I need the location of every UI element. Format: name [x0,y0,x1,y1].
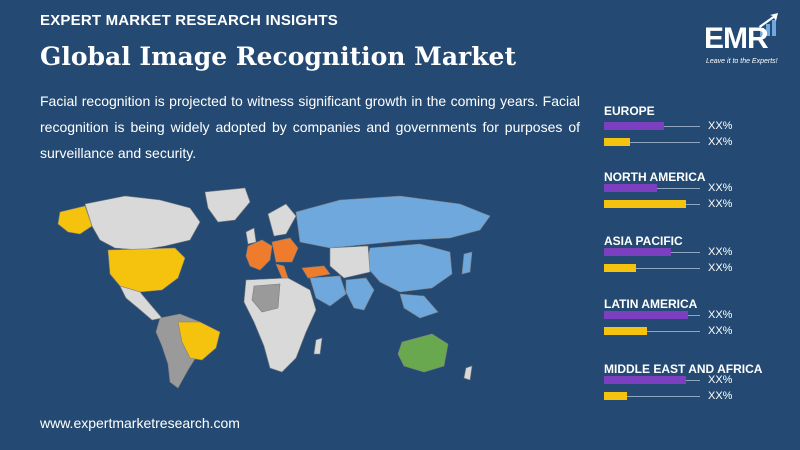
bar-value-label: XX% [708,309,733,321]
region-name: MIDDLE EAST AND AFRICA [604,362,763,376]
growth-arrow-icon [759,13,778,36]
world-map [57,187,491,389]
region-name: ASIA PACIFIC [604,234,683,248]
map-southeast-asia [399,293,439,319]
bar-value-label: XX% [708,390,733,402]
region-name: LATIN AMERICA [604,297,698,311]
map-africa-region [251,283,281,313]
region-middle-east-africa: MIDDLE EAST AND AFRICA XX% XX% [604,362,794,414]
map-western-europe [245,239,273,271]
bar-value-label: XX% [708,182,733,194]
map-scandinavia [267,203,297,237]
purple-bar [604,376,686,384]
bar-value-label: XX% [708,325,733,337]
purple-bar [604,122,664,130]
bar-row: XX% [604,182,794,194]
header-kicker: EXPERT MARKET RESEARCH INSIGHTS [40,12,338,29]
bar-row: XX% [604,120,794,132]
bar-row: XX% [604,325,794,337]
description-text: Facial recognition is projected to witne… [40,93,580,161]
purple-bar [604,311,688,319]
bar-value-label: XX% [708,262,733,274]
yellow-bar [604,200,686,208]
map-japan [461,251,473,275]
region-name: EUROPE [604,104,655,118]
page-title: Global Image Recognition Market [40,42,516,71]
map-new-zealand [463,365,473,381]
region-europe: EUROPE XX% XX% [604,104,794,156]
map-russia [295,195,491,249]
map-australia [397,333,449,373]
bar-row: XX% [604,262,794,274]
map-central-europe [271,237,299,263]
website-url[interactable]: www.expertmarketresearch.com [40,415,240,431]
map-china [365,243,453,293]
region-asia-pacific: ASIA PACIFIC XX% XX% [604,234,794,286]
map-india [345,277,375,311]
region-latin-america: LATIN AMERICA XX% XX% [604,297,794,349]
bar-row: XX% [604,390,794,402]
bar-row: XX% [604,198,794,210]
purple-bar [604,248,671,256]
bar-row: XX% [604,309,794,321]
region-name: NORTH AMERICA [604,170,706,184]
map-usa [107,247,186,293]
logo-tagline: Leave it to the Experts! [706,58,778,65]
logo-text: EMR [704,22,769,55]
bar-value-label: XX% [708,120,733,132]
bar-row: XX% [604,136,794,148]
map-brazil [177,321,221,361]
map-middle-east [309,275,347,307]
map-mexico [119,285,163,321]
map-madagascar [313,337,323,355]
purple-bar [604,184,657,192]
map-canada [84,195,201,251]
yellow-bar [604,138,630,146]
bar-value-label: XX% [708,198,733,210]
region-north-america: NORTH AMERICA XX% XX% [604,170,794,222]
bar-row: XX% [604,246,794,258]
bar-value-label: XX% [708,246,733,258]
map-uk [245,227,257,245]
map-italy [275,263,289,279]
emr-logo[interactable]: EMR Leave it to the Experts! [700,12,790,72]
map-central-asia [329,245,371,279]
yellow-bar [604,327,647,335]
bar-value-label: XX% [708,136,733,148]
yellow-bar [604,392,627,400]
map-greenland [204,187,251,223]
bar-value-label: XX% [708,374,733,386]
bar-row: XX% [604,374,794,386]
map-alaska [57,205,93,235]
map-turkey [301,265,331,279]
yellow-bar [604,264,636,272]
